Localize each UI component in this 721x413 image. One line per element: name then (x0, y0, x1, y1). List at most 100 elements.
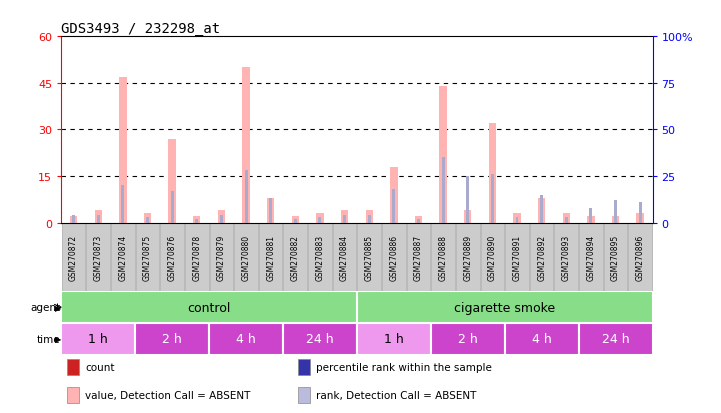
Bar (136, 323, 209, 355)
Bar (603, 223, 627, 292)
Bar (382, 223, 406, 292)
Bar (146, 217, 149, 223)
Bar (160, 223, 184, 292)
Text: 24 h: 24 h (602, 333, 629, 346)
Bar (291, 217, 299, 223)
Bar (143, 214, 151, 223)
Bar (629, 223, 652, 292)
Bar (317, 214, 324, 223)
Bar (169, 140, 176, 223)
Bar (439, 87, 447, 223)
Bar (442, 158, 445, 223)
Bar (540, 195, 543, 223)
Text: GSM270884: GSM270884 (340, 234, 349, 280)
Text: 2 h: 2 h (458, 333, 477, 346)
Bar (333, 223, 356, 292)
Bar (358, 223, 381, 292)
Bar (283, 223, 307, 292)
Bar (319, 217, 322, 223)
Text: GSM270885: GSM270885 (365, 234, 373, 280)
Bar (357, 292, 653, 323)
Bar (244, 171, 247, 223)
Bar (464, 211, 472, 223)
Text: ▶: ▶ (55, 303, 61, 312)
Bar (283, 323, 357, 355)
Bar (390, 167, 397, 223)
Bar (220, 216, 223, 223)
Text: cigarette smoke: cigarette smoke (454, 301, 555, 314)
Bar (269, 199, 272, 223)
Text: GSM270875: GSM270875 (143, 234, 152, 280)
Text: GSM270896: GSM270896 (636, 234, 645, 280)
Text: GSM270894: GSM270894 (586, 234, 596, 280)
Bar (259, 223, 283, 292)
Bar (366, 211, 373, 223)
Bar (614, 201, 617, 223)
Bar (298, 359, 309, 375)
Bar (193, 217, 200, 223)
Bar (343, 216, 346, 223)
Bar (491, 175, 494, 223)
Bar (530, 223, 554, 292)
Text: 24 h: 24 h (306, 333, 334, 346)
Bar (61, 323, 136, 355)
Bar (294, 219, 297, 223)
Bar (466, 177, 469, 223)
Text: time: time (37, 334, 61, 344)
Bar (195, 219, 198, 223)
Bar (505, 223, 528, 292)
Bar (121, 186, 124, 223)
Bar (171, 191, 174, 223)
Bar (368, 216, 371, 223)
Bar (505, 323, 578, 355)
Bar (481, 223, 504, 292)
Text: GSM270878: GSM270878 (193, 234, 201, 280)
Text: GSM270881: GSM270881 (266, 234, 275, 280)
Bar (111, 223, 135, 292)
Text: GSM270882: GSM270882 (291, 234, 300, 280)
Text: agent: agent (30, 302, 61, 312)
Bar (119, 78, 127, 223)
Text: GSM270888: GSM270888 (438, 234, 448, 280)
Bar (430, 323, 505, 355)
Text: GSM270872: GSM270872 (69, 234, 78, 280)
Bar (136, 223, 159, 292)
Bar (538, 198, 545, 223)
Text: GDS3493 / 232298_at: GDS3493 / 232298_at (61, 22, 221, 36)
Text: GSM270879: GSM270879 (217, 234, 226, 280)
Text: value, Detection Call = ABSENT: value, Detection Call = ABSENT (85, 390, 250, 401)
Text: count: count (85, 363, 115, 373)
Bar (417, 219, 420, 223)
Bar (242, 68, 249, 223)
Text: GSM270883: GSM270883 (316, 234, 324, 280)
Bar (67, 387, 79, 404)
Bar (456, 223, 479, 292)
Text: 4 h: 4 h (532, 333, 552, 346)
Bar (298, 387, 309, 404)
Bar (70, 217, 77, 223)
Bar (94, 211, 102, 223)
Bar (554, 223, 578, 292)
Bar (87, 223, 110, 292)
Text: ▶: ▶ (55, 335, 61, 344)
Text: rank, Detection Call = ABSENT: rank, Detection Call = ABSENT (316, 390, 476, 401)
Bar (431, 223, 455, 292)
Text: GSM270887: GSM270887 (414, 234, 423, 280)
Text: GSM270889: GSM270889 (464, 234, 472, 280)
Bar (72, 216, 75, 223)
Bar (234, 223, 258, 292)
Bar (565, 217, 567, 223)
Text: GSM270893: GSM270893 (562, 234, 571, 280)
Bar (639, 202, 642, 223)
Bar (67, 359, 79, 375)
Text: percentile rank within the sample: percentile rank within the sample (316, 363, 492, 373)
Text: GSM270886: GSM270886 (389, 234, 398, 280)
Bar (637, 214, 644, 223)
Bar (407, 223, 430, 292)
Bar (341, 211, 348, 223)
Text: 1 h: 1 h (89, 333, 108, 346)
Bar (97, 216, 99, 223)
Bar (590, 208, 593, 223)
Bar (210, 223, 233, 292)
Text: 4 h: 4 h (236, 333, 256, 346)
